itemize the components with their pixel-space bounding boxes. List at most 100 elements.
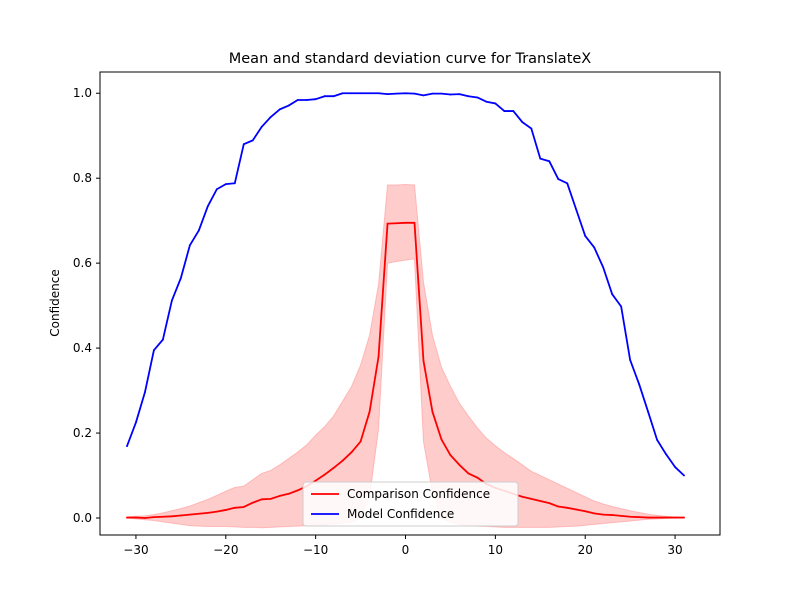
comparison-confidence-point [683, 516, 685, 519]
model-confidence-point [179, 277, 182, 279]
comparison-confidence-point [206, 512, 209, 514]
comparison-confidence-point [539, 500, 542, 502]
model-confidence-point [512, 110, 515, 112]
comparison-confidence-point [144, 517, 146, 519]
model-confidence-point [404, 92, 407, 95]
model-confidence-point [530, 127, 533, 130]
comparison-confidence-point [584, 510, 587, 513]
model-confidence-point [665, 453, 667, 456]
comparison-confidence-point [611, 514, 614, 516]
comparison-confidence-point [287, 492, 290, 495]
model-confidence-point [278, 108, 281, 111]
comparison-confidence-point [170, 515, 173, 518]
model-confidence-point [656, 438, 658, 441]
comparison-confidence-point [593, 512, 596, 515]
model-confidence-point [135, 421, 137, 424]
comparison-confidence-point [656, 516, 658, 519]
model-confidence-point [449, 93, 452, 96]
legend-box [302, 481, 519, 527]
axes: −30 −20 −10 0 10 20 30 0.0 0.2 0.4 0.6 0.8 1.0 [73, 71, 721, 557]
chart-title: Mean and standard deviation curve for Tr… [229, 51, 592, 67]
comparison-confidence-point [458, 464, 461, 466]
comparison-confidence-point [449, 454, 452, 457]
comparison-confidence-point [431, 410, 434, 413]
model-confidence-point [260, 125, 263, 128]
comparison-confidence-point [197, 512, 200, 515]
legend: Comparison Confidence Model Confidence [302, 481, 519, 527]
y-tick-label: 1.0 [73, 86, 92, 100]
model-confidence-point [251, 139, 254, 142]
model-confidence-point [377, 92, 380, 95]
comparison-confidence-point [233, 506, 236, 509]
comparison-confidence-point [620, 514, 623, 517]
model-confidence-point [269, 116, 272, 118]
model-confidence-point [215, 188, 218, 191]
comparison-confidence-point [395, 222, 398, 225]
comparison-confidence-point [341, 459, 344, 462]
comparison-confidence-point [332, 466, 335, 469]
x-tick-label: 10 [488, 543, 503, 557]
x-tick-label: −10 [303, 543, 328, 557]
model-confidence-point [188, 244, 191, 247]
model-confidence-point [548, 160, 551, 163]
comparison-confidence-point [440, 438, 443, 441]
comparison-confidence-point [269, 497, 272, 500]
model-confidence-point [287, 104, 290, 107]
model-confidence-point [144, 391, 146, 394]
comparison-confidence-point [350, 451, 353, 454]
comparison-confidence-point [242, 506, 245, 508]
comparison-confidence-point [602, 513, 605, 516]
x-tick-label: −20 [213, 543, 238, 557]
y-axis-label: Confidence [48, 269, 62, 336]
comparison-confidence-point [467, 472, 470, 475]
model-confidence-point [458, 93, 461, 95]
comparison-confidence-point [323, 473, 326, 476]
comparison-confidence-point [179, 514, 182, 517]
comparison-confidence-point [162, 515, 164, 518]
model-confidence-point [233, 182, 236, 185]
model-confidence-point [566, 182, 569, 185]
model-confidence-point [584, 235, 587, 237]
model-confidence-point [467, 95, 470, 98]
model-confidence-point [593, 246, 596, 249]
comparison-confidence-point [548, 502, 551, 505]
model-confidence-point [162, 338, 164, 341]
y-tick-label: 0.2 [73, 426, 92, 440]
comparison-confidence-point [530, 497, 533, 500]
legend-label-comparison-confidence: Comparison Confidence [347, 487, 490, 501]
model-confidence-point [485, 100, 488, 103]
model-confidence-point [503, 110, 506, 112]
comparison-confidence-point [422, 359, 425, 362]
model-confidence-point [395, 92, 398, 95]
legend-label-model-confidence: Model Confidence [347, 507, 454, 521]
comparison-confidence-point [153, 516, 155, 519]
model-confidence-point [476, 96, 479, 99]
comparison-confidence-point [566, 506, 569, 509]
comparison-confidence-point [557, 505, 560, 508]
model-confidence-point [629, 359, 632, 361]
y-tick-label: 0.6 [73, 256, 92, 270]
comparison-confidence-point [575, 508, 578, 511]
model-confidence-point [431, 92, 434, 95]
x-tick-label: 30 [667, 543, 682, 557]
model-confidence-point [440, 92, 443, 95]
comparison-confidence-point [521, 495, 524, 498]
model-confidence-point [575, 208, 578, 211]
comparison-confidence-point [359, 440, 362, 443]
model-confidence-point [638, 383, 641, 386]
model-confidence-point [422, 94, 425, 97]
comparison-confidence-point [260, 498, 263, 501]
model-confidence-point [224, 183, 227, 186]
model-confidence-point [557, 178, 560, 180]
comparison-confidence-point [224, 509, 227, 511]
model-confidence-point [197, 229, 200, 232]
model-confidence-point [620, 305, 623, 308]
model-confidence-point [674, 466, 676, 468]
comparison-confidence-point [188, 513, 191, 516]
comparison-confidence-point [413, 221, 416, 224]
comparison-confidence-point [638, 516, 641, 519]
comparison-confidence-point [629, 515, 632, 518]
comparison-confidence-point [135, 516, 137, 519]
comparison-confidence-point [476, 476, 479, 479]
